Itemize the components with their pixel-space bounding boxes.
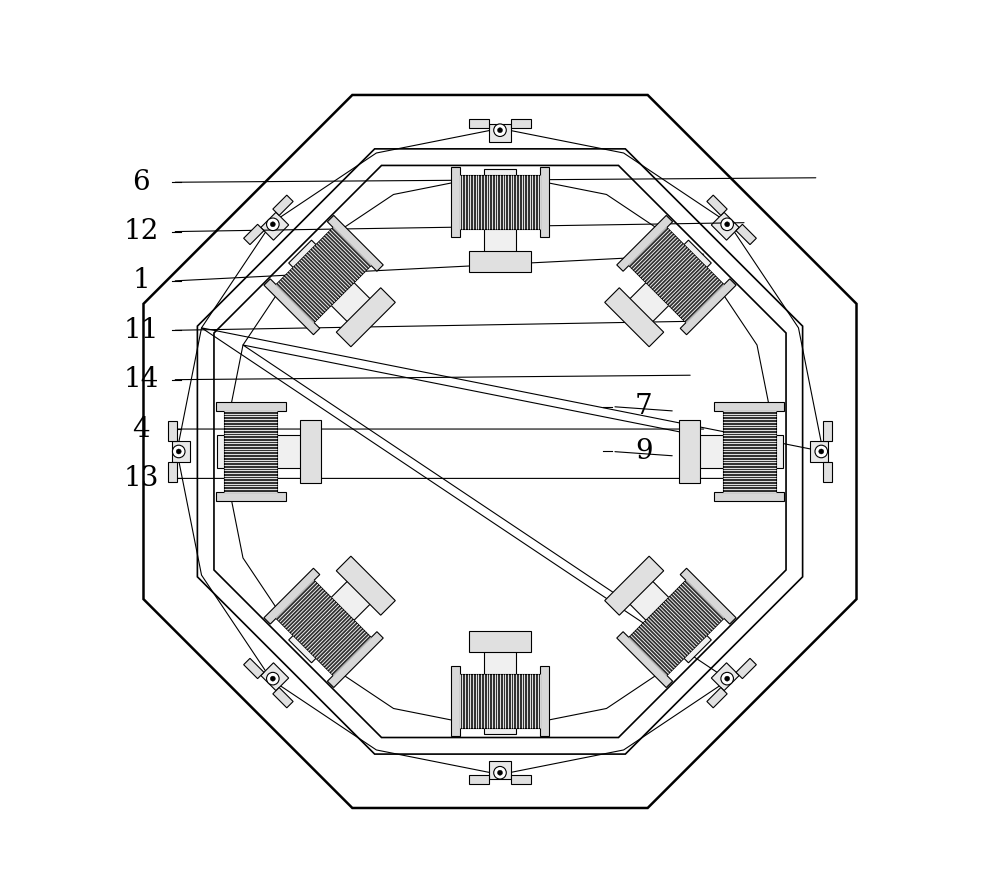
- Polygon shape: [679, 420, 700, 483]
- Circle shape: [270, 676, 275, 681]
- Text: 9: 9: [635, 438, 652, 465]
- Polygon shape: [736, 658, 756, 679]
- Text: 1: 1: [132, 267, 150, 295]
- Polygon shape: [244, 224, 264, 244]
- Text: 14: 14: [123, 366, 159, 393]
- Polygon shape: [273, 688, 293, 708]
- Polygon shape: [244, 658, 264, 679]
- Circle shape: [270, 222, 275, 227]
- Polygon shape: [723, 412, 776, 492]
- Text: 13: 13: [123, 465, 159, 492]
- Polygon shape: [469, 774, 489, 783]
- Polygon shape: [489, 124, 511, 142]
- Circle shape: [721, 673, 733, 685]
- Circle shape: [494, 766, 506, 779]
- Polygon shape: [216, 402, 286, 412]
- Circle shape: [176, 449, 181, 454]
- Circle shape: [721, 218, 733, 231]
- Polygon shape: [693, 435, 783, 467]
- Polygon shape: [489, 761, 511, 779]
- Polygon shape: [289, 240, 375, 327]
- Polygon shape: [276, 227, 371, 323]
- Polygon shape: [327, 632, 383, 688]
- Circle shape: [497, 127, 503, 133]
- Polygon shape: [823, 462, 832, 482]
- Polygon shape: [289, 576, 375, 663]
- Polygon shape: [714, 492, 784, 501]
- Circle shape: [497, 770, 503, 775]
- Polygon shape: [327, 215, 383, 272]
- Circle shape: [725, 222, 730, 227]
- Text: 12: 12: [123, 218, 159, 245]
- Polygon shape: [336, 556, 395, 615]
- Polygon shape: [617, 215, 673, 272]
- Polygon shape: [707, 195, 727, 215]
- Polygon shape: [711, 212, 739, 240]
- Polygon shape: [264, 568, 320, 624]
- Polygon shape: [300, 420, 321, 483]
- Polygon shape: [469, 631, 531, 651]
- Polygon shape: [261, 663, 289, 690]
- Polygon shape: [469, 251, 531, 272]
- Polygon shape: [216, 492, 286, 501]
- Circle shape: [494, 124, 506, 136]
- Polygon shape: [617, 632, 673, 688]
- Polygon shape: [460, 674, 540, 727]
- Polygon shape: [217, 435, 307, 467]
- Polygon shape: [264, 279, 320, 335]
- Text: 11: 11: [123, 317, 159, 344]
- Polygon shape: [625, 576, 711, 663]
- Polygon shape: [540, 666, 549, 736]
- Polygon shape: [276, 581, 371, 675]
- Polygon shape: [511, 119, 531, 128]
- Polygon shape: [511, 774, 531, 783]
- Polygon shape: [172, 441, 190, 462]
- Polygon shape: [680, 279, 736, 335]
- Polygon shape: [707, 688, 727, 708]
- Polygon shape: [711, 663, 739, 690]
- Polygon shape: [629, 581, 724, 675]
- Polygon shape: [605, 556, 664, 615]
- Polygon shape: [629, 227, 724, 323]
- Polygon shape: [168, 421, 177, 441]
- Polygon shape: [625, 240, 711, 327]
- Polygon shape: [451, 666, 460, 736]
- Circle shape: [267, 673, 279, 685]
- Polygon shape: [469, 119, 489, 128]
- Polygon shape: [273, 195, 293, 215]
- Circle shape: [267, 218, 279, 231]
- Polygon shape: [484, 169, 516, 258]
- Polygon shape: [540, 167, 549, 237]
- Polygon shape: [261, 212, 289, 240]
- Polygon shape: [168, 462, 177, 482]
- Circle shape: [725, 676, 730, 681]
- Polygon shape: [680, 568, 736, 624]
- Polygon shape: [736, 224, 756, 244]
- Text: 6: 6: [132, 169, 150, 196]
- Polygon shape: [336, 288, 395, 347]
- Text: 7: 7: [635, 393, 652, 420]
- Circle shape: [172, 445, 185, 458]
- Polygon shape: [451, 167, 460, 237]
- Polygon shape: [224, 412, 277, 492]
- Polygon shape: [484, 644, 516, 735]
- Polygon shape: [823, 421, 832, 441]
- Polygon shape: [460, 175, 540, 229]
- Polygon shape: [714, 402, 784, 412]
- Polygon shape: [810, 441, 828, 462]
- Text: 4: 4: [132, 416, 150, 442]
- Circle shape: [815, 445, 828, 458]
- Circle shape: [819, 449, 824, 454]
- Polygon shape: [605, 288, 664, 347]
